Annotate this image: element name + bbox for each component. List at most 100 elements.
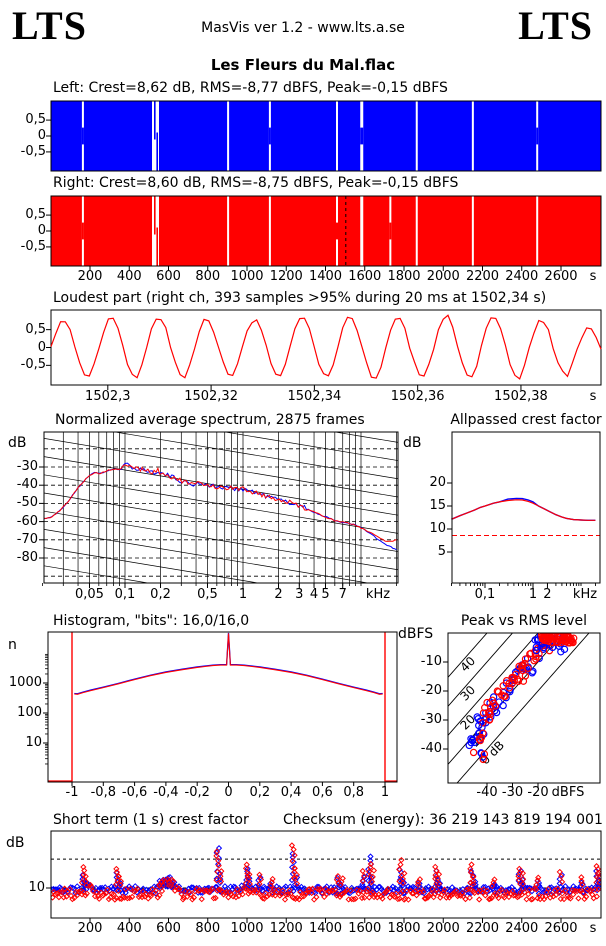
checksum-label: Checksum (energy): 36 219 143 819 194 00… [283,812,603,828]
spectrum-title: Normalized average spectrum, 2875 frames [55,412,365,428]
histogram-plot [43,631,398,786]
tick-label: -0,5 [20,143,46,159]
tick-label: 1000 [230,269,264,284]
tick-label: 7 [338,587,347,602]
tick-label: -0,5 [20,357,46,373]
tick-label: 2600 [544,269,578,284]
peak-rms-ylabel: dBFS [398,626,434,642]
tick-label: 2600 [544,921,578,936]
tick-label: 1000 [8,675,42,690]
tick-label: 2200 [465,921,500,936]
tick-label: kHz [365,587,391,602]
tick-label: 1400 [308,921,343,936]
tick-label: s [589,921,597,936]
tick-label: 0,5 [25,321,46,337]
spectrum-plot [39,431,399,588]
tick-label: 1502,32 [184,389,238,404]
tick-label: -40 [476,785,498,800]
tick-label: 1800 [387,921,421,936]
tick-label: -30 [501,785,524,800]
tick-label: 800 [195,269,221,284]
tick-label: 800 [195,921,221,936]
tick-label: -0,2 [184,785,210,800]
loudest-part-title: Loudest part (right ch, 393 samples >95%… [53,290,547,306]
tick-label: 0,8 [343,785,365,800]
tick-label: -30 [420,712,442,727]
tick-label: 0,5 [25,112,46,128]
tick-label: 3 [295,587,304,602]
tick-label: 100 [17,705,42,720]
left-channel-stats: Left: Crest=8,62 dB, RMS=-8,77 dBFS, Pea… [53,80,448,96]
tick-label: -0,4 [153,785,179,800]
tick-label: 1200 [269,269,303,284]
tick-label: 0,1 [114,587,136,602]
tick-label: -40 [16,477,38,493]
tick-label: 2400 [505,269,539,284]
tick-label: 1600 [348,269,382,284]
tick-label: -60 [16,513,38,529]
tick-label: 1502,34 [287,389,342,404]
tick-label: kHz [572,587,598,602]
tick-label: 1502,38 [494,389,548,404]
tick-label: 0,05 [74,587,104,602]
tick-label: -30 [16,459,38,474]
loudest-part-plot [46,309,602,390]
histogram-ylabel: n [8,637,17,653]
tick-label: 0,2 [249,785,271,800]
tick-label: 600 [156,921,181,936]
tick-label: 2 [274,587,283,602]
spectrum-ylabel: dB [8,435,27,451]
tick-label: 2000 [426,921,460,936]
tick-label: 1502,3 [85,389,131,404]
tick-label: 15 [429,498,446,513]
tick-label: 600 [156,269,181,284]
tick-label: 2000 [426,269,460,284]
left-waveform-plot [46,100,602,172]
tick-label: -40 [420,741,442,756]
tick-label: 1600 [348,921,382,936]
tick-label: 0,1 [474,587,496,602]
tick-label: 0,5 [25,207,46,223]
tick-label: dBFS [551,785,585,800]
tick-label: 1 [238,587,248,602]
tick-label: 1800 [387,269,421,284]
lts-logo-right: LTS [518,3,593,48]
tick-label: 10 [429,521,446,536]
tick-label: 2 [543,587,552,602]
tick-label: 2200 [465,269,500,284]
tick-label: 5 [321,587,330,602]
right-waveform-plot [46,195,602,271]
right-channel-stats: Right: Crest=8,60 dB, RMS=-8,75 dBFS, Pe… [53,175,459,191]
tick-label: -20 [527,785,549,800]
shortterm-title: Short term (1 s) crest factor [53,812,249,828]
tick-label: 0,2 [150,587,171,602]
tick-label: 0,5 [197,587,218,602]
tick-label: 400 [116,921,142,936]
tick-label: 10 [28,880,45,895]
tick-label: -0,5 [20,238,46,254]
allpassed-crest-plot [447,431,601,588]
tick-label: 200 [77,921,103,936]
tick-label: 0 [37,223,46,238]
tick-label: s [589,389,597,404]
tick-label: 1 [528,587,538,602]
tick-label: 10 [25,735,42,750]
tick-label: 1 [380,785,390,800]
allpassed-title: Allpassed crest factor [450,412,602,428]
tick-label: 0 [37,339,46,355]
tick-label: -70 [16,531,38,547]
peak-rms-title: Peak vs RMS level [460,613,588,629]
tick-label: 20 [429,475,446,490]
tick-label: 200 [77,269,103,284]
tick-label: -10 [420,654,442,669]
tick-label: 2400 [505,921,539,936]
tick-label: 1200 [269,921,303,936]
tick-label: 0 [224,785,233,800]
tick-label: 4 [309,587,319,602]
shortterm-ylabel: dB [6,835,25,851]
tick-label: 0,6 [312,785,333,800]
tick-label: -0,8 [90,785,116,800]
tick-label: 1502,36 [390,389,445,404]
